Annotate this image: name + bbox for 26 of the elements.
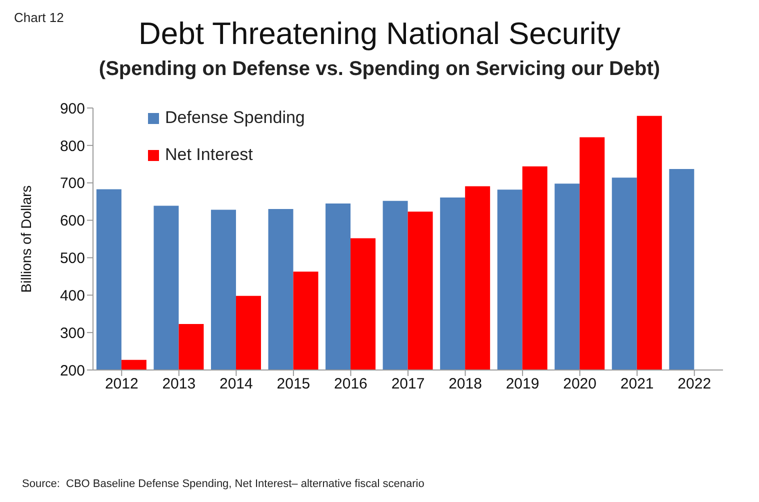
y-axis-title: Billions of Dollars [18,185,34,293]
y-tick-label: 800 [60,138,85,155]
caption: Chart 12 [14,10,64,25]
y-tick-label: 900 [60,100,85,118]
y-tick-label: 200 [60,362,85,380]
x-tick-label: 2015 [276,376,310,393]
x-tick-label: 2014 [219,376,253,393]
x-tick-label: 2022 [678,376,712,393]
x-tick-label: 2012 [104,376,138,393]
y-tick-label: 600 [60,212,85,230]
x-tick-label: 2016 [334,376,368,393]
y-tick-label: 400 [60,287,85,304]
chart-title: Debt Threatening National Security [138,16,620,51]
x-tick-label: 2021 [620,376,654,393]
legend-label: Defense Spending [165,108,305,128]
x-tick-label: 2019 [506,376,540,393]
x-tick-label: 2013 [162,376,196,393]
x-tick-label: 2018 [448,376,482,393]
source-note: Source: CBO Baseline Defense Spending, Net Interest– alternative fiscal scenario [22,478,424,490]
y-tick-label: 700 [60,175,85,192]
x-tick-label: 2020 [563,376,597,393]
y-tick-label: 300 [60,324,85,342]
y-tick-label: 500 [60,250,85,268]
x-tick-label: 2017 [391,376,425,393]
chart-subtitle: (Spending on Defense vs. Spending on Servicing our Debt) [98,58,662,81]
legend-label: Net Interest [165,145,253,165]
